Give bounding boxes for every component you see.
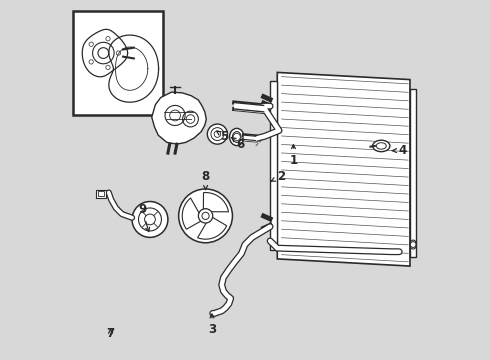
Text: 1: 1 [290,145,297,167]
Text: 5: 5 [217,130,229,143]
Polygon shape [277,72,410,266]
Polygon shape [182,198,201,229]
Ellipse shape [230,129,244,145]
Text: 4: 4 [392,144,407,157]
Polygon shape [197,217,227,239]
Circle shape [132,202,168,237]
Polygon shape [270,81,277,250]
Text: 3: 3 [208,314,216,336]
Ellipse shape [373,140,390,152]
Circle shape [198,209,213,223]
Text: 7: 7 [106,327,115,339]
Polygon shape [410,89,416,257]
Circle shape [179,189,232,243]
Text: 6: 6 [231,138,245,150]
Text: 9: 9 [138,203,149,231]
Text: 8: 8 [201,170,210,189]
Polygon shape [152,92,206,144]
Bar [73,12,163,116]
Ellipse shape [410,240,416,249]
Circle shape [207,124,227,144]
Bar [96,190,106,198]
Bar [98,192,104,197]
Polygon shape [203,193,228,212]
Text: 2: 2 [271,170,285,183]
